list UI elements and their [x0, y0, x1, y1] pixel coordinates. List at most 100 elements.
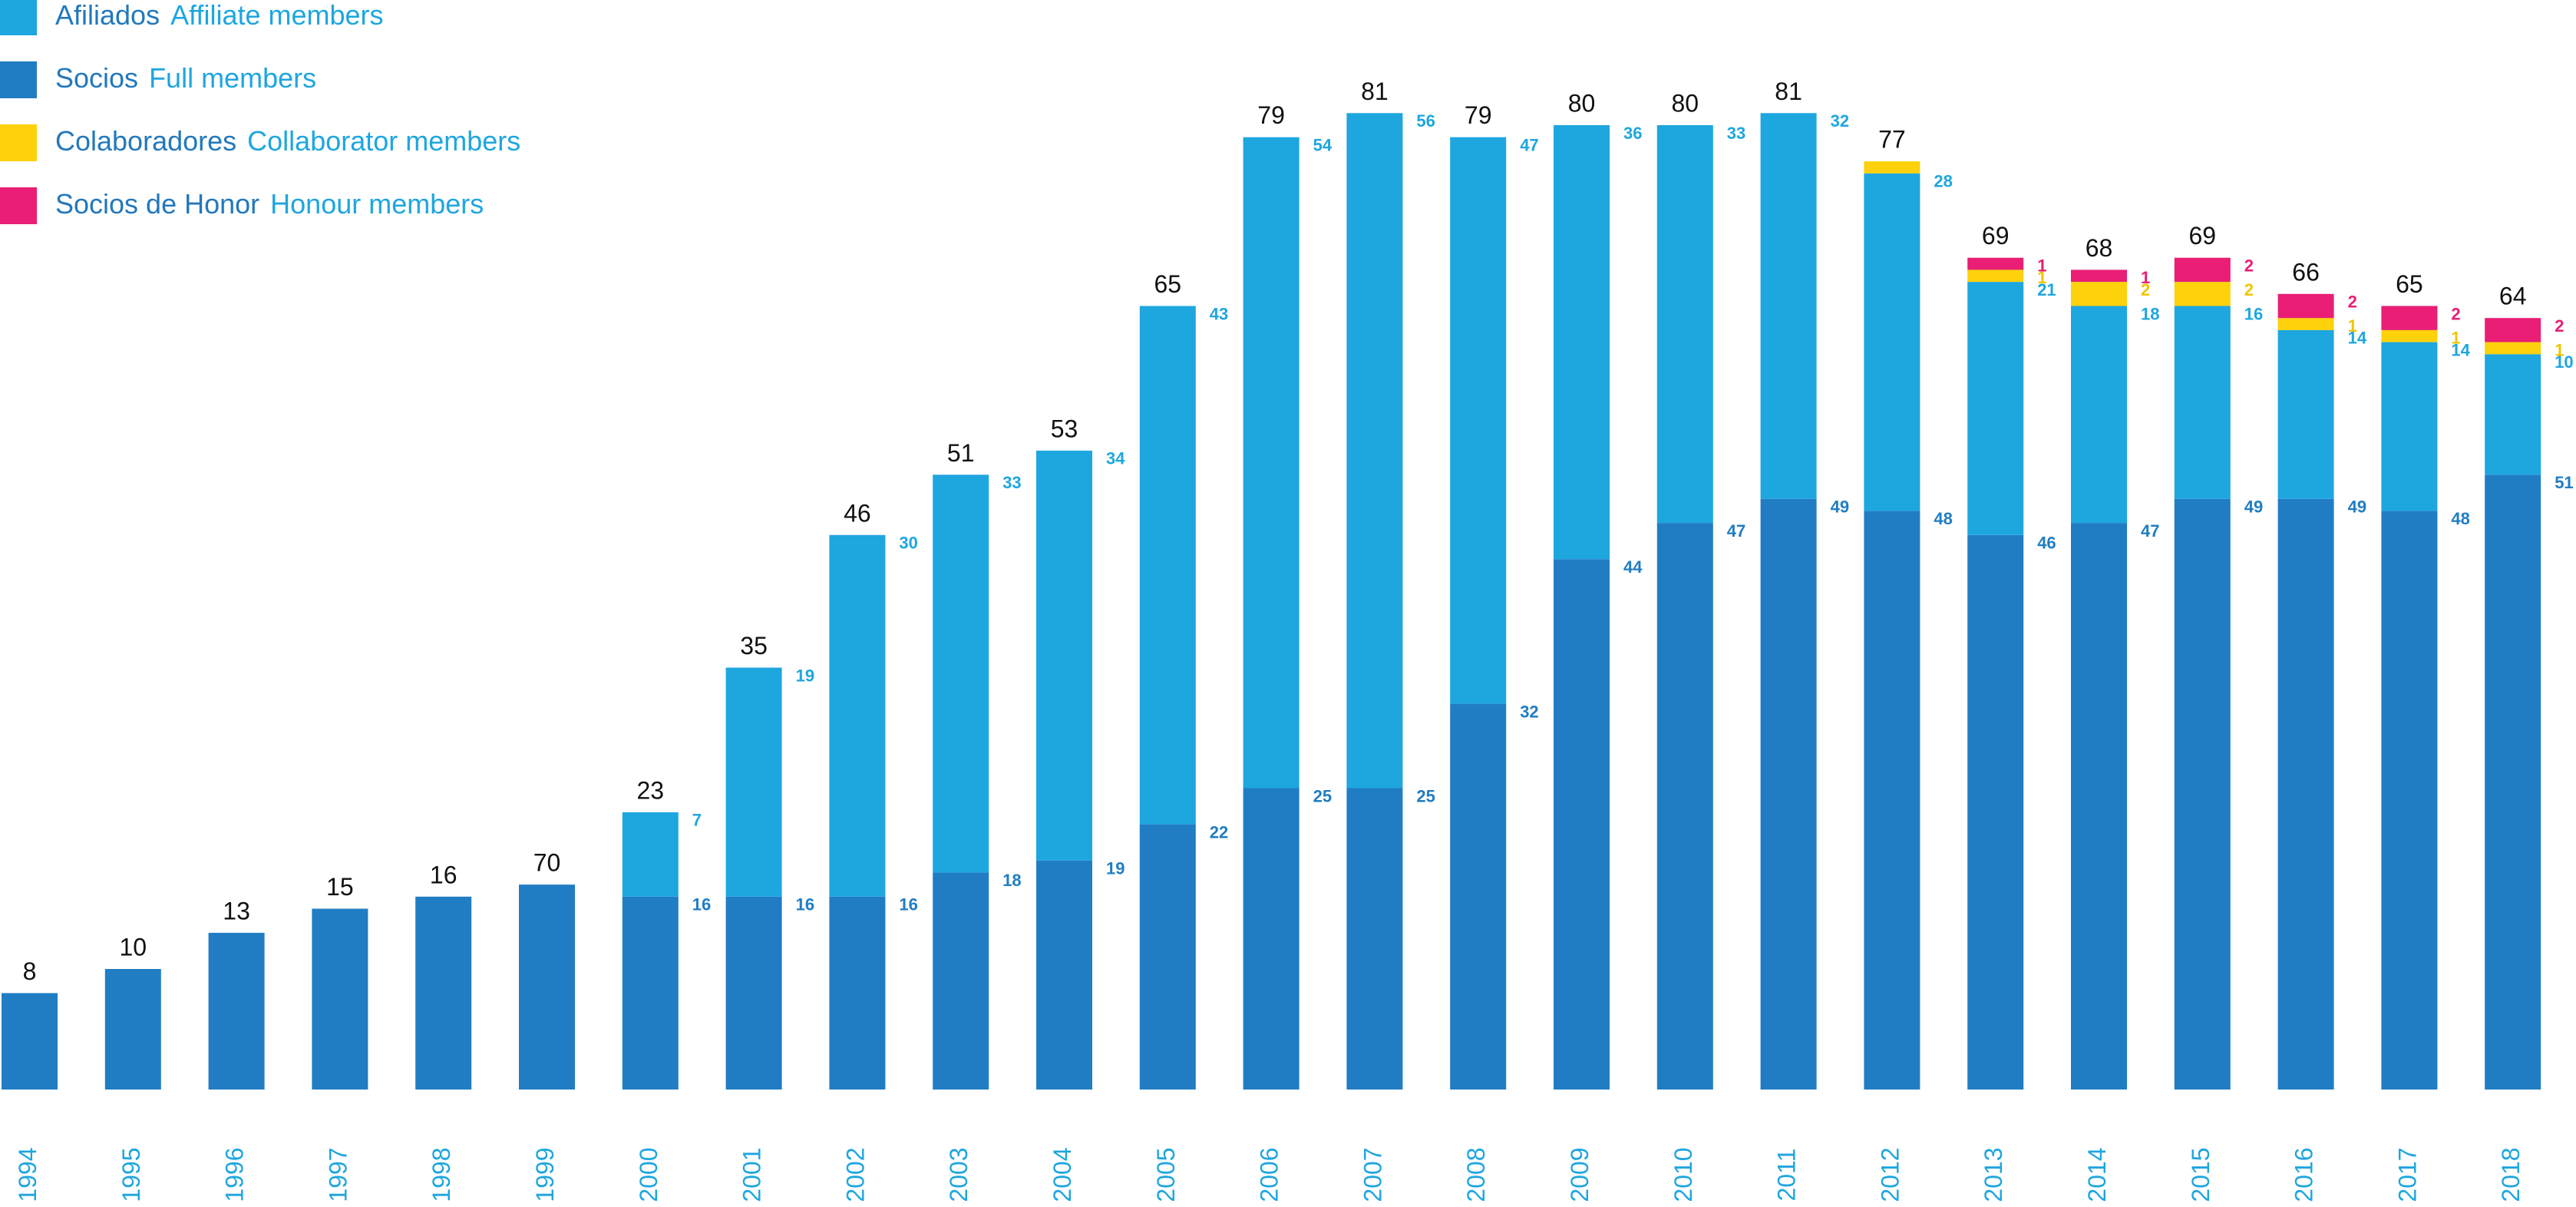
x-tick-label: 2014 [2083, 1147, 2111, 1202]
legend-name-en: Collaborator members [247, 125, 520, 157]
x-tick-label: 2005 [1152, 1147, 1180, 1202]
bar-segment [1243, 788, 1300, 1090]
value-label: 56 [1416, 111, 1435, 131]
bar-segment [1967, 270, 2024, 283]
x-tick-label: 2000 [635, 1147, 662, 1202]
bar-segment [622, 812, 679, 897]
total-label: 69 [2189, 222, 2217, 250]
bar-segment [2381, 329, 2438, 342]
bar-segment [2174, 282, 2231, 306]
bar-segment [933, 872, 989, 1090]
bar-segment [1967, 257, 2024, 270]
bar-segment [2277, 498, 2334, 1090]
bar-segment [2174, 257, 2231, 283]
x-tick-label: 2017 [2393, 1147, 2421, 1202]
bar-segment [829, 896, 886, 1090]
legend-name: Socios [55, 62, 138, 94]
value-label: 54 [1313, 136, 1333, 155]
legend-label: Socios de Honor Honour members [55, 188, 484, 220]
x-tick-label: 2012 [1876, 1147, 1904, 1202]
legend-swatch [0, 187, 37, 224]
legend-label: Socios Full members [55, 62, 316, 94]
legend-name: Socios de Honor [55, 188, 259, 220]
legend-name-en: Affiliate members [170, 0, 383, 31]
total-label: 70 [533, 849, 561, 877]
bar-segment [1864, 161, 1920, 174]
bar-segment [829, 534, 886, 897]
total-label: 10 [120, 933, 147, 961]
value-label: 47 [2141, 521, 2159, 541]
value-label: 44 [1623, 557, 1643, 577]
total-label: 81 [1775, 78, 1802, 105]
legend-name-en: Honour members [270, 188, 484, 220]
bar-segment [933, 475, 989, 873]
legend-swatch [0, 0, 37, 35]
value-label: 32 [1831, 111, 1849, 131]
value-label: 49 [2244, 498, 2263, 517]
bar-segment [1656, 523, 1713, 1090]
bar-segment [2485, 475, 2541, 1090]
bar-segment [1346, 113, 1403, 789]
bar-segment [2071, 523, 2127, 1090]
value-label: 1 [2555, 340, 2564, 359]
value-label: 22 [1210, 822, 1228, 842]
value-label: 2 [2451, 304, 2460, 323]
x-tick-label: 1999 [531, 1147, 559, 1202]
x-tick-label: 1998 [428, 1147, 455, 1202]
x-tick-label: 1996 [221, 1147, 249, 1202]
value-label: 1 [2451, 329, 2460, 348]
value-label: 2 [2141, 280, 2150, 299]
bar-segment [1967, 282, 2024, 535]
total-label: 35 [740, 632, 768, 660]
value-label: 14 [2451, 340, 2470, 359]
value-label: 1 [2348, 316, 2357, 336]
bar-segment [2381, 342, 2438, 511]
bar-segment [2071, 270, 2127, 283]
value-label: 30 [899, 534, 917, 553]
bar-segment [2381, 306, 2438, 330]
bar-segment [104, 969, 161, 1090]
value-label: 2 [2244, 256, 2254, 276]
value-label: 47 [1520, 136, 1538, 155]
x-tick-label: 2011 [1773, 1149, 1801, 1202]
bar-segment [725, 667, 782, 897]
legend-name: Colaboradores [55, 125, 236, 157]
bar-segment [2485, 318, 2541, 342]
total-label: 16 [430, 861, 457, 888]
bar-segment [2485, 342, 2541, 355]
legend-label: Afiliados Affiliate members [55, 0, 384, 31]
x-tick-label: 2008 [1462, 1147, 1490, 1202]
total-label: 80 [1672, 89, 1699, 117]
value-label: 25 [1416, 786, 1435, 805]
x-tick-label: 2007 [1359, 1147, 1386, 1202]
bar-segment [1554, 125, 1610, 560]
bar-segment [1864, 511, 1920, 1090]
bar-segment [2485, 354, 2541, 475]
x-tick-label: 2004 [1049, 1147, 1076, 1202]
bar-segment [1036, 450, 1092, 861]
value-label: 33 [1002, 473, 1021, 492]
x-tick-label: 2018 [2497, 1147, 2525, 1202]
value-label: 19 [796, 666, 814, 685]
total-label: 65 [2396, 270, 2423, 298]
bar-segment [1346, 788, 1403, 1090]
bar-segment [2071, 306, 2127, 524]
bar-segment [2174, 498, 2231, 1090]
value-label: 7 [692, 811, 702, 830]
total-label: 23 [637, 776, 665, 804]
value-label: 47 [1727, 521, 1745, 541]
value-label: 28 [1934, 172, 1952, 191]
bar-segment [622, 896, 679, 1090]
value-label: 2 [2244, 280, 2254, 299]
value-label: 16 [2244, 304, 2263, 323]
bar-segment [1139, 306, 1196, 825]
value-label: 1 [2037, 268, 2046, 287]
bar-segment [2277, 329, 2334, 499]
total-label: 65 [1154, 270, 1182, 298]
bar-segment [1036, 860, 1092, 1090]
total-label: 53 [1051, 415, 1078, 442]
bar-segment [2071, 282, 2127, 306]
legend-swatch [0, 61, 37, 98]
bar-segment [1139, 824, 1196, 1090]
